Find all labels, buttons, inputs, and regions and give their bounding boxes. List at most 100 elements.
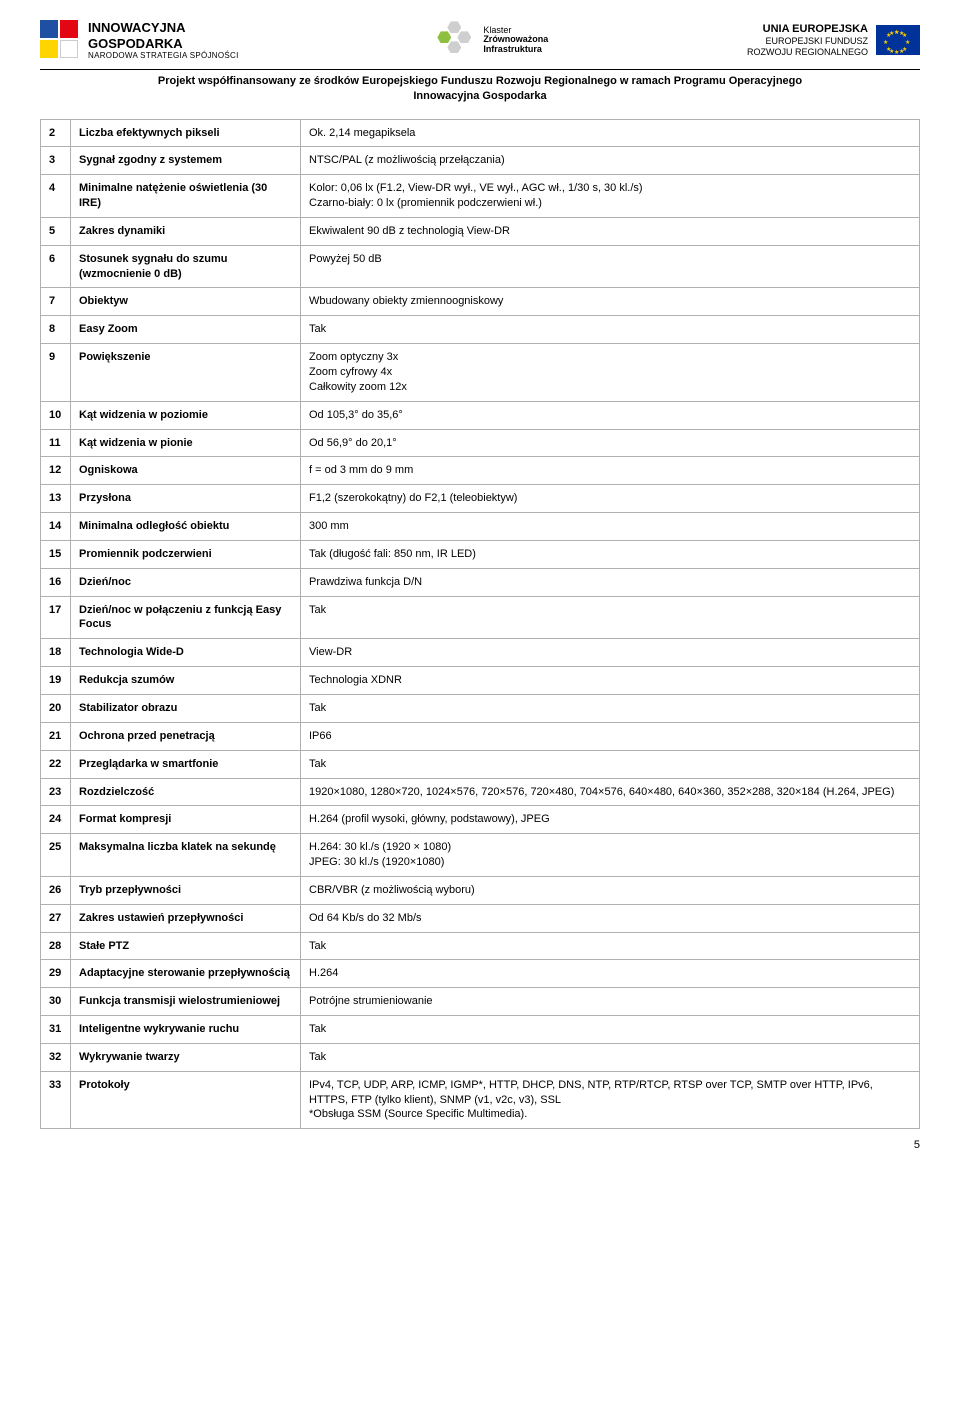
table-row: 21Ochrona przed penetracjąIP66 xyxy=(41,722,920,750)
table-row: 3Sygnał zgodny z systememNTSC/PAL (z moż… xyxy=(41,147,920,175)
table-row: 19Redukcja szumówTechnologia XDNR xyxy=(41,667,920,695)
logo-left-line3: NARODOWA STRATEGIA SPÓJNOŚCI xyxy=(88,51,239,61)
table-row: 15Promiennik podczerwieniTak (długość fa… xyxy=(41,540,920,568)
row-number: 22 xyxy=(41,750,71,778)
row-value: Tak xyxy=(301,694,920,722)
row-parameter: Wykrywanie twarzy xyxy=(71,1043,301,1071)
table-row: 32Wykrywanie twarzyTak xyxy=(41,1043,920,1071)
row-number: 27 xyxy=(41,904,71,932)
row-number: 8 xyxy=(41,316,71,344)
row-number: 25 xyxy=(41,834,71,877)
row-parameter: Zakres ustawień przepływności xyxy=(71,904,301,932)
row-number: 15 xyxy=(41,540,71,568)
row-parameter: Ochrona przed penetracją xyxy=(71,722,301,750)
table-row: 10Kąt widzenia w poziomieOd 105,3° do 35… xyxy=(41,401,920,429)
row-value: Powyżej 50 dB xyxy=(301,245,920,288)
project-line-2: Innowacyjna Gospodarka xyxy=(413,90,546,102)
table-row: 4Minimalne natężenie oświetlenia (30 IRE… xyxy=(41,175,920,218)
row-number: 7 xyxy=(41,288,71,316)
table-row: 2Liczba efektywnych pikseliOk. 2,14 mega… xyxy=(41,119,920,147)
row-value: Tak xyxy=(301,750,920,778)
row-parameter: Kąt widzenia w poziomie xyxy=(71,401,301,429)
row-number: 12 xyxy=(41,457,71,485)
row-number: 24 xyxy=(41,806,71,834)
project-line-1: Projekt współfinansowany ze środków Euro… xyxy=(158,75,802,87)
table-row: 27Zakres ustawień przepływnościOd 64 Kb/… xyxy=(41,904,920,932)
row-number: 16 xyxy=(41,568,71,596)
row-parameter: Kąt widzenia w pionie xyxy=(71,429,301,457)
table-row: 13PrzysłonaF1,2 (szerokokątny) do F2,1 (… xyxy=(41,485,920,513)
row-parameter: Stosunek sygnału do szumu (wzmocnienie 0… xyxy=(71,245,301,288)
page-number: 5 xyxy=(40,1139,920,1151)
row-value: Od 105,3° do 35,6° xyxy=(301,401,920,429)
row-number: 9 xyxy=(41,344,71,402)
table-row: 28Stałe PTZTak xyxy=(41,932,920,960)
row-number: 19 xyxy=(41,667,71,695)
specification-table: 2Liczba efektywnych pikseliOk. 2,14 mega… xyxy=(40,119,920,1130)
row-value: f = od 3 mm do 9 mm xyxy=(301,457,920,485)
table-row: 22Przeglądarka w smartfonieTak xyxy=(41,750,920,778)
table-row: 30Funkcja transmisji wielostrumieniowejP… xyxy=(41,988,920,1016)
row-value: Tak xyxy=(301,596,920,639)
row-number: 30 xyxy=(41,988,71,1016)
row-number: 14 xyxy=(41,513,71,541)
row-number: 26 xyxy=(41,876,71,904)
row-value: Tak xyxy=(301,1043,920,1071)
logo-left-text: INNOWACYJNA GOSPODARKA NARODOWA STRATEGI… xyxy=(88,20,239,61)
row-parameter: Maksymalna liczba klatek na sekundę xyxy=(71,834,301,877)
table-row: 5Zakres dynamikiEkwiwalent 90 dB z techn… xyxy=(41,217,920,245)
row-value: 1920×1080, 1280×720, 1024×576, 720×576, … xyxy=(301,778,920,806)
row-parameter: Obiektyw xyxy=(71,288,301,316)
row-value: Tak xyxy=(301,316,920,344)
row-value: Tak xyxy=(301,932,920,960)
row-value: 300 mm xyxy=(301,513,920,541)
row-number: 21 xyxy=(41,722,71,750)
row-parameter: Rozdzielczość xyxy=(71,778,301,806)
row-value: Technologia XDNR xyxy=(301,667,920,695)
row-parameter: Adaptacyjne sterowanie przepływnością xyxy=(71,960,301,988)
table-row: 20Stabilizator obrazuTak xyxy=(41,694,920,722)
row-parameter: Stabilizator obrazu xyxy=(71,694,301,722)
row-number: 6 xyxy=(41,245,71,288)
table-row: 18Technologia Wide-DView-DR xyxy=(41,639,920,667)
table-row: 7ObiektywWbudowany obiekty zmiennoognisk… xyxy=(41,288,920,316)
row-number: 5 xyxy=(41,217,71,245)
row-number: 10 xyxy=(41,401,71,429)
row-parameter: Stałe PTZ xyxy=(71,932,301,960)
row-value: Wbudowany obiekty zmiennoogniskowy xyxy=(301,288,920,316)
row-number: 2 xyxy=(41,119,71,147)
row-parameter: Powiększenie xyxy=(71,344,301,402)
row-value: H.264: 30 kl./s (1920 × 1080)JPEG: 30 kl… xyxy=(301,834,920,877)
table-row: 24Format kompresjiH.264 (profil wysoki, … xyxy=(41,806,920,834)
logo-right-line1: UNIA EUROPEJSKA xyxy=(747,23,868,36)
row-value: Kolor: 0,06 lx (F1.2, View-DR wył., VE w… xyxy=(301,175,920,218)
row-value: IPv4, TCP, UDP, ARP, ICMP, IGMP*, HTTP, … xyxy=(301,1071,920,1129)
header-logos: INNOWACYJNA GOSPODARKA NARODOWA STRATEGI… xyxy=(40,20,920,61)
row-number: 31 xyxy=(41,1016,71,1044)
row-number: 11 xyxy=(41,429,71,457)
row-parameter: Inteligentne wykrywanie ruchu xyxy=(71,1016,301,1044)
row-parameter: Redukcja szumów xyxy=(71,667,301,695)
row-value: Od 56,9° do 20,1° xyxy=(301,429,920,457)
eu-flag-icon xyxy=(876,25,920,55)
table-row: 11Kąt widzenia w pionieOd 56,9° do 20,1° xyxy=(41,429,920,457)
logo-right: UNIA EUROPEJSKA EUROPEJSKI FUNDUSZ ROZWO… xyxy=(747,23,920,58)
row-parameter: Promiennik podczerwieni xyxy=(71,540,301,568)
row-value: Prawdziwa funkcja D/N xyxy=(301,568,920,596)
row-parameter: Minimalna odległość obiektu xyxy=(71,513,301,541)
row-number: 20 xyxy=(41,694,71,722)
row-number: 32 xyxy=(41,1043,71,1071)
project-description: Projekt współfinansowany ze środków Euro… xyxy=(40,69,920,105)
logo-center-line3: Infrastruktura xyxy=(483,45,548,55)
logo-right-text: UNIA EUROPEJSKA EUROPEJSKI FUNDUSZ ROZWO… xyxy=(747,23,868,58)
row-number: 18 xyxy=(41,639,71,667)
row-number: 4 xyxy=(41,175,71,218)
row-number: 28 xyxy=(41,932,71,960)
row-parameter: Dzień/noc w połączeniu z funkcją Easy Fo… xyxy=(71,596,301,639)
table-row: 25Maksymalna liczba klatek na sekundęH.2… xyxy=(41,834,920,877)
logo-left: INNOWACYJNA GOSPODARKA NARODOWA STRATEGI… xyxy=(40,20,239,61)
row-number: 3 xyxy=(41,147,71,175)
row-parameter: Minimalne natężenie oświetlenia (30 IRE) xyxy=(71,175,301,218)
table-row: 26Tryb przepływnościCBR/VBR (z możliwośc… xyxy=(41,876,920,904)
cluster-icon xyxy=(437,21,475,59)
